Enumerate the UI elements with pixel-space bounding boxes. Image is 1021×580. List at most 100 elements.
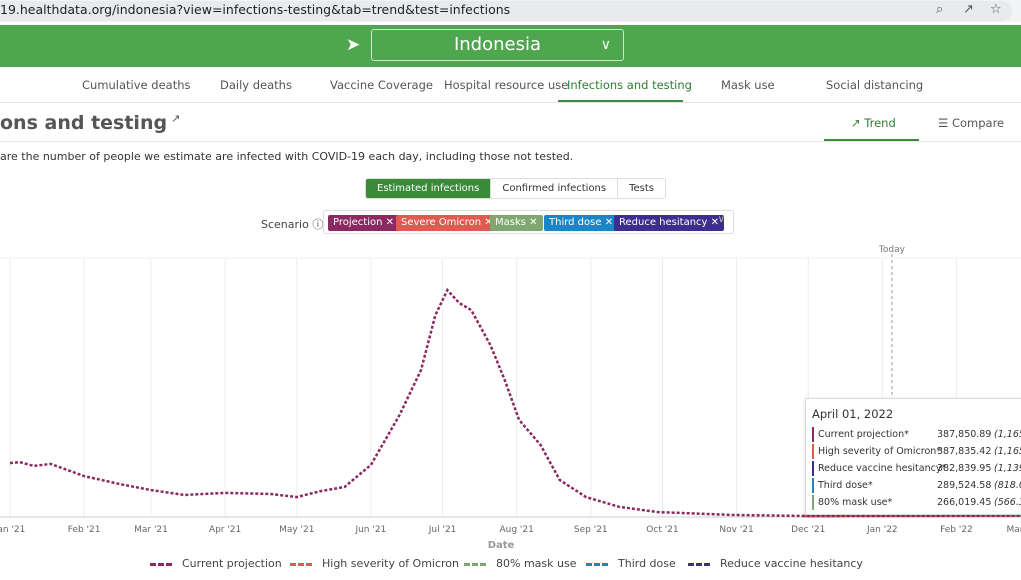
tag-label: Projection <box>333 217 383 228</box>
chart-tooltip: April 01, 2022 Current projection* 387,85… <box>805 398 1021 515</box>
nav-vaccine-coverage[interactable]: Vaccine Coverage <box>330 78 433 92</box>
page-title: ons and testing ↗ <box>0 112 180 134</box>
nav-cumulative-deaths[interactable]: Cumulative deaths <box>82 78 191 92</box>
remove-icon[interactable]: ✕ <box>604 217 614 228</box>
legend-item[interactable]: High severity of Omicron <box>290 557 459 570</box>
series-name: Reduce vaccine hesitancy* <box>818 463 947 474</box>
legend-item[interactable]: Third dose <box>586 557 676 570</box>
nav-daily-deaths[interactable]: Daily deaths <box>220 78 292 92</box>
series-name: High severity of Omicron* <box>818 446 942 457</box>
x-tick-label: Nov '21 <box>719 525 753 535</box>
chevron-down-icon[interactable]: ∨ <box>717 214 725 225</box>
star-icon[interactable]: ☆ <box>990 2 1002 17</box>
tag-label: Severe Omicron <box>401 217 482 228</box>
active-view-underline <box>824 139 919 141</box>
nav-social-distancing[interactable]: Social distancing <box>826 78 924 92</box>
legend-label: Reduce vaccine hesitancy <box>720 557 863 570</box>
legend-swatch <box>688 562 710 566</box>
tab-trend-label: Trend <box>864 116 896 130</box>
country-select[interactable]: Indonesia ∨ <box>371 29 624 61</box>
x-tick-label: Jan '21 <box>0 525 25 535</box>
x-tick-label: Sep '21 <box>574 525 608 535</box>
legend-item[interactable]: 80% mask use <box>464 557 576 570</box>
x-tick-label: Feb '22 <box>940 525 973 535</box>
zoom-icon[interactable]: ⌕ <box>936 2 944 17</box>
remove-icon[interactable]: ✕ <box>529 217 538 228</box>
scenario-tag-masks[interactable]: Masks ✕ <box>490 215 543 231</box>
x-tick-label: Jan '22 <box>866 525 898 535</box>
country-name: Indonesia <box>453 34 542 55</box>
series-color-bar <box>812 461 814 476</box>
series-value: 266,019.45 <box>937 497 992 508</box>
location-header: ➤ Indonesia ∨ <box>0 25 1021 67</box>
legend-swatch <box>464 562 486 566</box>
series-value: 289,524.58 <box>937 480 992 491</box>
scenario-label: Scenario ⓘ <box>261 216 323 232</box>
infections-chart: Jan '21 Feb '21 Mar '21 Apr '21 May '21 Jun '… <box>0 245 1021 551</box>
series-value: 382,839.95 <box>937 463 992 474</box>
tab-compare-label: Compare <box>951 116 1005 130</box>
legend-item[interactable]: Reduce vaccine hesitancy <box>688 557 863 570</box>
legend-item[interactable]: Current projection <box>150 557 282 570</box>
today-label: Today <box>878 245 906 255</box>
main-nav: Cumulative deaths Daily deaths Vaccine C… <box>0 67 1021 103</box>
series-color-bar <box>812 495 814 510</box>
scenario-label-text: Scenario <box>261 218 309 231</box>
scenario-tag-third-dose[interactable]: Third dose ✕ <box>544 215 619 231</box>
info-icon[interactable]: ⓘ <box>312 218 324 231</box>
location-arrow-icon[interactable]: ➤ <box>346 35 361 55</box>
series-ci: (566.35–1, <box>994 497 1021 508</box>
scenario-tag-reduce-hesitancy[interactable]: Reduce hesitancy ✕ <box>614 215 725 231</box>
share-icon[interactable]: ↗ <box>963 2 974 17</box>
scenario-select[interactable]: Projection ✕ Severe Omicron ✕ Masks ✕ Th… <box>323 210 734 234</box>
tab-trend[interactable]: ↗ Trend <box>851 116 896 130</box>
remove-icon[interactable]: ✕ <box>484 217 493 228</box>
series-value: 387,835.42 <box>937 446 992 457</box>
legend-swatch <box>290 562 312 566</box>
x-tick-label: Apr '21 <box>209 525 241 535</box>
tag-label: Reduce hesitancy <box>619 217 708 228</box>
series-ci: (1,165.56– <box>994 446 1021 457</box>
series-name: 80% mask use* <box>818 497 893 508</box>
x-tick-label: Mar '22 <box>1006 525 1021 535</box>
x-tick-label: May '21 <box>279 525 314 535</box>
legend-swatch <box>586 562 608 566</box>
legend-label: 80% mask use <box>496 557 577 570</box>
legend-label: High severity of Omicron <box>322 557 460 570</box>
tab-compare[interactable]: ☰ Compare <box>938 116 1005 130</box>
x-tick-label: Jun '21 <box>354 525 386 535</box>
nav-mask-use[interactable]: Mask use <box>721 78 775 92</box>
x-tick-label: Feb '21 <box>68 525 101 535</box>
x-axis-label: Date <box>488 540 515 551</box>
x-tick-label: Aug '21 <box>499 525 533 535</box>
scenario-tag-projection[interactable]: Projection ✕ <box>328 215 400 231</box>
series-name: Current projection* <box>818 429 909 440</box>
series-ci: (818.02–1, <box>994 480 1021 491</box>
legend-swatch <box>150 562 172 566</box>
page-title-text: ons and testing <box>0 112 168 134</box>
x-tick-label: Mar '21 <box>134 525 168 535</box>
legend-label: Current projection <box>182 557 282 570</box>
series-color-bar <box>812 478 814 493</box>
legend-label: Third dose <box>618 557 676 570</box>
remove-icon[interactable]: ✕ <box>385 217 395 228</box>
series-color-bar <box>812 427 814 442</box>
chevron-down-icon: ∨ <box>600 37 611 53</box>
measure-tests[interactable]: Tests <box>629 183 655 194</box>
address-bar[interactable]: 19.healthdata.org/indonesia?view=infecti… <box>0 1 1012 21</box>
active-tab-underline <box>558 100 683 102</box>
nav-infections-testing[interactable]: Infections and testing <box>567 78 692 92</box>
divider <box>0 141 1021 142</box>
tooltip-date: April 01, 2022 <box>812 407 894 421</box>
measure-confirmed-infections[interactable]: Confirmed infections <box>491 179 619 198</box>
external-link-icon[interactable]: ↗ <box>171 112 181 125</box>
remove-icon[interactable]: ✕ <box>710 217 720 228</box>
x-tick-label: Jul '21 <box>428 525 457 535</box>
measure-estimated-infections[interactable]: Estimated infections <box>366 179 492 198</box>
description: are the number of people we estimate are… <box>0 150 574 163</box>
series-ci: (1,139.24– <box>994 463 1021 474</box>
series-value: 387,850.89 <box>937 429 992 440</box>
nav-hospital-resource-use[interactable]: Hospital resource use <box>444 78 569 92</box>
scenario-tag-severe-omicron[interactable]: Severe Omicron ✕ <box>396 215 498 231</box>
series-ci: (1,165.89– <box>994 429 1021 440</box>
